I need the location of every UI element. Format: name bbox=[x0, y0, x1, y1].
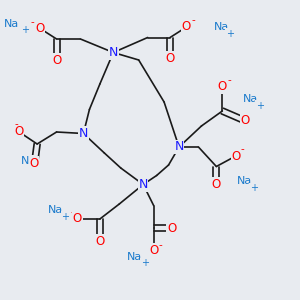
Text: O: O bbox=[165, 52, 175, 65]
Text: Na: Na bbox=[21, 155, 36, 166]
Text: N: N bbox=[79, 127, 88, 140]
Text: +: + bbox=[226, 28, 234, 39]
Text: O: O bbox=[240, 113, 249, 127]
Text: Na: Na bbox=[4, 19, 19, 29]
Text: N: N bbox=[109, 46, 118, 59]
Text: Na: Na bbox=[213, 22, 229, 32]
Text: Na: Na bbox=[243, 94, 259, 104]
Text: O: O bbox=[218, 80, 227, 94]
Text: O: O bbox=[52, 53, 61, 67]
Text: -: - bbox=[191, 15, 195, 26]
Text: -: - bbox=[241, 144, 244, 154]
Text: O: O bbox=[95, 235, 104, 248]
Text: O: O bbox=[182, 20, 191, 34]
Text: O: O bbox=[15, 125, 24, 139]
Text: -: - bbox=[70, 207, 74, 218]
Text: Na: Na bbox=[48, 205, 63, 215]
Text: O: O bbox=[35, 22, 45, 35]
Text: -: - bbox=[228, 75, 232, 85]
Text: +: + bbox=[250, 183, 258, 194]
Text: O: O bbox=[167, 221, 176, 235]
Text: Na: Na bbox=[127, 251, 142, 262]
Text: +: + bbox=[256, 100, 264, 111]
Text: -: - bbox=[14, 119, 18, 130]
Text: N: N bbox=[139, 178, 148, 191]
Text: O: O bbox=[149, 244, 158, 257]
Text: +: + bbox=[30, 161, 38, 172]
Text: O: O bbox=[73, 212, 82, 226]
Text: O: O bbox=[29, 157, 39, 170]
Text: O: O bbox=[231, 149, 240, 163]
Text: +: + bbox=[141, 258, 149, 268]
Text: O: O bbox=[212, 178, 221, 191]
Text: +: + bbox=[21, 25, 29, 35]
Text: +: + bbox=[61, 212, 70, 222]
Text: N: N bbox=[174, 140, 184, 154]
Text: -: - bbox=[158, 240, 162, 250]
Text: -: - bbox=[31, 17, 34, 27]
Text: Na: Na bbox=[237, 176, 253, 187]
